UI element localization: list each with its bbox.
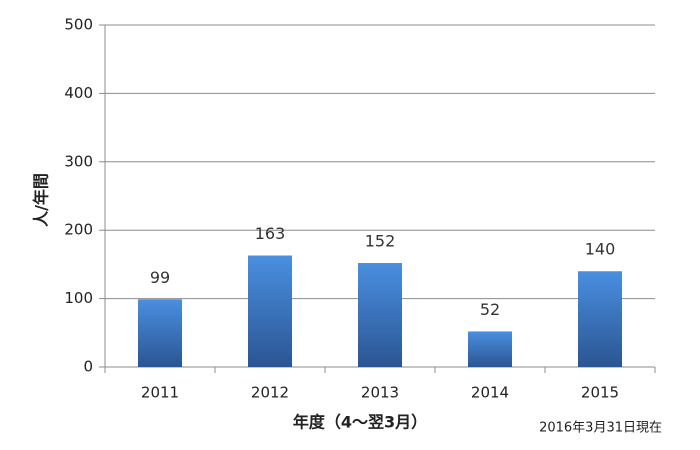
y-tick-label: 200 <box>64 221 93 239</box>
y-tick-label: 0 <box>83 358 93 376</box>
x-tick-label: 2012 <box>251 384 289 402</box>
value-label: 99 <box>150 268 170 287</box>
x-axis-title: 年度（4～翌3月） <box>293 413 427 432</box>
y-axis-title: 人/年間 <box>32 173 51 227</box>
y-tick-label: 500 <box>64 16 93 34</box>
y-tick-label: 300 <box>64 152 93 170</box>
y-tick-label: 100 <box>64 289 93 307</box>
value-label: 140 <box>585 240 616 259</box>
x-tick-label: 2014 <box>471 384 509 402</box>
bar <box>138 299 182 367</box>
bar <box>578 271 622 367</box>
value-label: 163 <box>255 224 286 243</box>
x-tick-label: 2013 <box>361 384 399 402</box>
bar <box>468 331 512 367</box>
x-tick-label: 2015 <box>581 384 619 402</box>
value-label: 152 <box>365 232 396 251</box>
x-tick-label: 2011 <box>141 384 179 402</box>
annotation: 2016年3月31日現在 <box>539 421 662 436</box>
bar <box>358 263 402 367</box>
value-label: 52 <box>480 300 500 319</box>
y-tick-label: 400 <box>64 84 93 102</box>
bar <box>248 255 292 367</box>
